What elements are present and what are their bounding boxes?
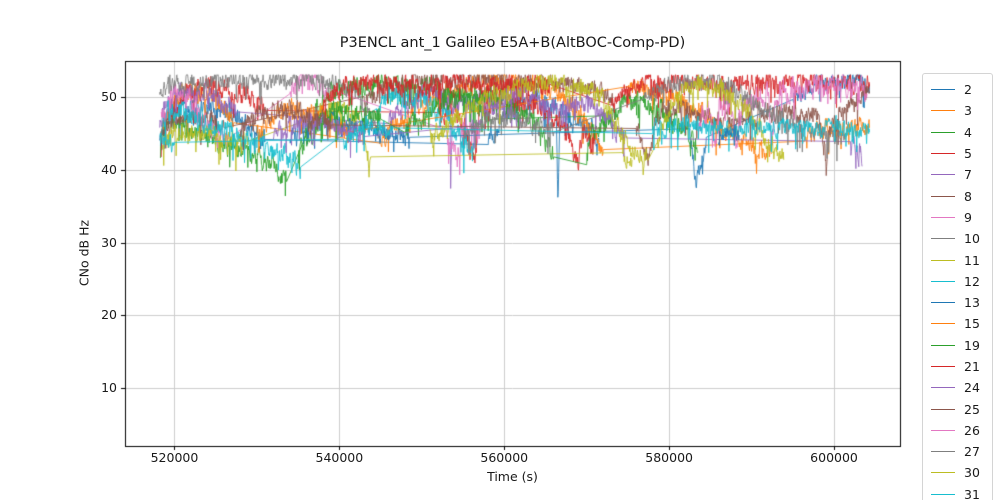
legend-item: 30 — [931, 462, 992, 483]
legend-label: 5 — [964, 146, 972, 162]
x-tick-label: 520000 — [150, 450, 199, 465]
legend-line-sample — [931, 153, 955, 155]
x-tick-label: 600000 — [810, 450, 858, 465]
legend-label: 11 — [964, 252, 980, 268]
legend-item: 21 — [931, 356, 992, 377]
legend-line-sample — [931, 216, 955, 218]
legend-line-sample — [931, 451, 955, 453]
legend-label: 3 — [964, 103, 972, 119]
legend-item: 10 — [931, 228, 992, 249]
legend-item: 26 — [931, 420, 992, 441]
legend-label: 15 — [964, 316, 980, 332]
legend-item: 5 — [931, 143, 992, 164]
legend-item: 31 — [931, 484, 992, 500]
legend-label: 13 — [964, 295, 980, 311]
legend-label: 26 — [964, 422, 980, 438]
legend-item: 27 — [931, 441, 992, 462]
legend-line-sample — [931, 472, 955, 474]
legend-label: 12 — [964, 273, 980, 289]
legend-item: 8 — [931, 185, 992, 206]
legend-label: 19 — [964, 337, 980, 353]
legend-line-sample — [931, 387, 955, 389]
legend-label: 31 — [964, 486, 980, 500]
legend-item: 4 — [931, 122, 992, 143]
legend-item: 19 — [931, 335, 992, 356]
legend-item: 9 — [931, 207, 992, 228]
legend-line-sample — [931, 302, 955, 304]
legend-line-sample — [931, 408, 955, 410]
legend-line-sample — [931, 366, 955, 367]
legend-label: 9 — [964, 209, 972, 225]
legend-label: 30 — [964, 465, 980, 481]
legend-line-sample — [931, 131, 955, 133]
legend-item: 11 — [931, 249, 992, 270]
y-tick-label: 20 — [101, 307, 117, 323]
legend-label: 27 — [964, 444, 980, 460]
legend-line-sample — [931, 259, 955, 261]
legend-item: 13 — [931, 292, 992, 313]
x-tick-label: 580000 — [645, 450, 693, 465]
y-tick-label: 30 — [101, 234, 117, 250]
legend-label: 4 — [964, 124, 972, 140]
legend-line-sample — [931, 429, 955, 431]
legend-line-sample — [931, 280, 955, 282]
legend-label: 25 — [964, 401, 980, 417]
x-tick-label: 540000 — [315, 450, 364, 465]
chart-title: P3ENCL ant_1 Galileo E5A+B(AltBOC-Comp-P… — [339, 35, 686, 51]
legend-item: 7 — [931, 164, 992, 185]
legend-line-sample — [931, 344, 955, 346]
legend-item: 2 — [931, 79, 992, 100]
y-tick-label: 10 — [101, 379, 117, 395]
legend-line-sample — [931, 493, 955, 495]
x-axis-label: Time (s) — [487, 469, 538, 484]
legend-label: 21 — [964, 359, 980, 374]
legend-line-sample — [931, 110, 955, 112]
x-tick-label: 560000 — [480, 450, 529, 465]
legend-label: 8 — [964, 188, 972, 204]
y-axis-label: CNo dB Hz — [76, 219, 92, 287]
y-tick-label: 50 — [101, 89, 117, 105]
legend: 23457891011121315192124252627303133 — [922, 73, 993, 500]
y-tick-label: 40 — [101, 161, 117, 177]
legend-item: 3 — [931, 100, 992, 121]
legend-label: 24 — [964, 380, 980, 396]
legend-label: 7 — [964, 167, 972, 183]
legend-item: 25 — [931, 398, 992, 419]
legend-label: 2 — [964, 82, 972, 98]
legend-line-sample — [931, 238, 955, 240]
legend-line-sample — [931, 195, 955, 197]
legend-item: 15 — [931, 313, 992, 334]
legend-item: 12 — [931, 271, 992, 292]
legend-line-sample — [931, 174, 955, 176]
legend-label: 10 — [964, 231, 980, 247]
legend-line-sample — [931, 89, 955, 91]
legend-line-sample — [931, 323, 955, 325]
legend-item: 24 — [931, 377, 992, 398]
